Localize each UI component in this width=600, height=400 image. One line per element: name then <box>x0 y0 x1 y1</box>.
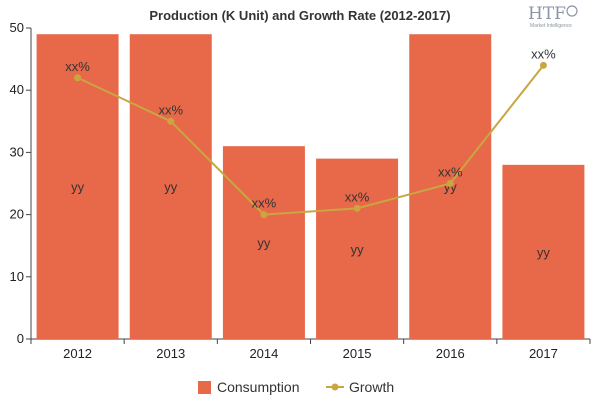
plot-area: 0 10 20 30 40 50 2012 2013 2014 2015 2016 2017 yy yy y… <box>10 20 591 361</box>
bar-data-label: yy <box>164 180 178 195</box>
y-tick-label: 40 <box>10 82 24 97</box>
logo-subtitle: Market Intelligence <box>530 23 572 29</box>
x-tick-label: 2017 <box>529 346 558 361</box>
growth-line <box>77 64 545 216</box>
bar-data-label: yy <box>537 245 551 260</box>
growth-data-label: xx% <box>158 102 183 117</box>
legend: Consumption Growth <box>198 379 394 395</box>
bar-data-label: yy <box>257 236 271 251</box>
y-tick-label: 50 <box>10 20 24 35</box>
y-tick-label: 30 <box>10 144 24 159</box>
bar-data-label: yy <box>351 242 365 257</box>
logo-text: HTF <box>528 4 566 24</box>
bar-consumption-2017 <box>502 164 585 339</box>
x-tick-label: 2014 <box>249 346 278 361</box>
bar-consumption-2013 <box>129 34 212 339</box>
legend-consumption-label: Consumption <box>217 379 300 395</box>
x-tick-label: 2015 <box>343 346 372 361</box>
legend-consumption-swatch <box>198 381 211 394</box>
x-tick-label: 2013 <box>156 346 185 361</box>
growth-point-2013 <box>167 117 175 125</box>
bar-consumption-2015 <box>316 158 399 339</box>
htf-logo: HTF Market Intelligence <box>528 4 578 29</box>
growth-data-label: xx% <box>345 189 370 204</box>
growth-point-2016 <box>446 180 454 187</box>
legend-growth-label: Growth <box>349 379 394 395</box>
bar-data-label: yy <box>71 180 85 195</box>
x-tick-label: 2016 <box>436 346 465 361</box>
growth-point-2014 <box>260 211 268 219</box>
y-tick-label: 10 <box>10 269 24 284</box>
growth-data-label: xx% <box>438 165 463 180</box>
bar-consumption-2014 <box>222 146 305 339</box>
growth-data-label: xx% <box>531 46 556 61</box>
growth-point-2015 <box>353 204 361 212</box>
logo-globe-icon <box>566 5 578 17</box>
chart-title: Production (K Unit) and Growth Rate (201… <box>149 8 450 23</box>
growth-data-label: xx% <box>252 196 277 211</box>
x-tick-label: 2012 <box>63 346 92 361</box>
growth-point-2017 <box>539 61 547 69</box>
y-tick-label: 0 <box>17 331 24 346</box>
y-tick-label: 20 <box>10 207 24 222</box>
legend-growth-marker <box>331 383 339 391</box>
growth-point-2012 <box>74 74 82 82</box>
bar-consumption-2012 <box>36 34 119 339</box>
growth-data-label: xx% <box>65 59 90 74</box>
